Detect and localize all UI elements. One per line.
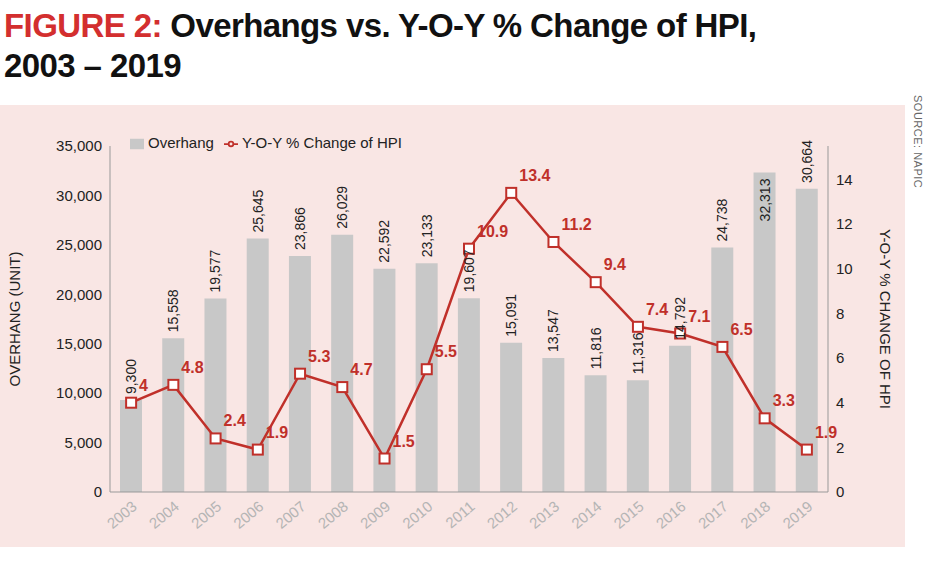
svg-text:2017: 2017 bbox=[695, 497, 731, 531]
html-text:Overhang: Overhang bbox=[148, 134, 214, 151]
html-text:FIGURE 2: Overhangs vs. Y-O-Y: FIGURE 2: Overhangs vs. Y-O-Y % Change o… bbox=[4, 7, 757, 84]
svg-text:9.4: 9.4 bbox=[604, 256, 626, 273]
svg-text:10: 10 bbox=[836, 260, 853, 277]
svg-text:OVERHANG (UNIT): OVERHANG (UNIT) bbox=[8, 251, 23, 386]
svg-text:2005: 2005 bbox=[188, 497, 224, 531]
svg-text:3.3: 3.3 bbox=[773, 392, 795, 409]
svg-text:25,000: 25,000 bbox=[56, 236, 102, 253]
svg-text:2: 2 bbox=[836, 439, 844, 456]
svg-text:6.5: 6.5 bbox=[730, 321, 752, 338]
svg-text:2010: 2010 bbox=[399, 497, 435, 531]
svg-text:4: 4 bbox=[139, 377, 148, 394]
svg-text:9,300: 9,300 bbox=[123, 359, 139, 394]
svg-text:22,592: 22,592 bbox=[376, 220, 392, 263]
svg-text:13,547: 13,547 bbox=[545, 309, 561, 352]
svg-text:14,792: 14,792 bbox=[672, 297, 688, 340]
svg-text:2015: 2015 bbox=[610, 497, 646, 531]
svg-text:20,000: 20,000 bbox=[56, 286, 102, 303]
svg-text:19,577: 19,577 bbox=[207, 249, 223, 292]
svg-text:24,738: 24,738 bbox=[714, 198, 730, 241]
svg-text:25,645: 25,645 bbox=[250, 189, 266, 232]
svg-text:26,029: 26,029 bbox=[334, 186, 350, 229]
svg-text:15,558: 15,558 bbox=[165, 289, 181, 332]
svg-text:2003: 2003 bbox=[103, 497, 139, 531]
svg-text:2016: 2016 bbox=[652, 497, 688, 531]
svg-text:11,316: 11,316 bbox=[630, 332, 646, 374]
svg-text:5.3: 5.3 bbox=[308, 348, 330, 365]
html-text:SOURCE: NAPIC: SOURCE: NAPIC bbox=[912, 95, 924, 189]
svg-text:0: 0 bbox=[94, 483, 102, 500]
svg-text:23,133: 23,133 bbox=[419, 214, 435, 257]
html-text:Y-O-Y % Change of HPI: Y-O-Y % Change of HPI bbox=[241, 134, 402, 151]
svg-text:6: 6 bbox=[836, 349, 844, 366]
svg-text:7.1: 7.1 bbox=[688, 308, 710, 325]
svg-text:2012: 2012 bbox=[484, 497, 520, 531]
svg-text:13.4: 13.4 bbox=[519, 167, 550, 184]
svg-text:8: 8 bbox=[836, 305, 844, 322]
svg-text:2.4: 2.4 bbox=[224, 412, 246, 429]
svg-text:2007: 2007 bbox=[272, 497, 308, 531]
svg-text:5.5: 5.5 bbox=[435, 343, 457, 360]
svg-text:15,091: 15,091 bbox=[503, 294, 519, 337]
svg-text:10.9: 10.9 bbox=[477, 223, 508, 240]
svg-text:10,000: 10,000 bbox=[56, 384, 102, 401]
svg-text:1.9: 1.9 bbox=[815, 424, 837, 441]
svg-text:7.4: 7.4 bbox=[646, 301, 668, 318]
svg-text:19,607: 19,607 bbox=[461, 249, 477, 292]
svg-text:2006: 2006 bbox=[230, 497, 266, 531]
svg-text:4: 4 bbox=[836, 394, 844, 411]
svg-text:30,664: 30,664 bbox=[799, 140, 815, 183]
svg-text:23,866: 23,866 bbox=[292, 207, 308, 250]
svg-text:2018: 2018 bbox=[737, 497, 773, 531]
svg-text:2013: 2013 bbox=[526, 497, 562, 531]
svg-text:2004: 2004 bbox=[146, 497, 182, 531]
svg-text:2019: 2019 bbox=[779, 497, 815, 531]
svg-text:35,000: 35,000 bbox=[56, 137, 102, 154]
svg-text:2008: 2008 bbox=[315, 497, 351, 531]
svg-text:15,000: 15,000 bbox=[56, 335, 102, 352]
svg-text:1.9: 1.9 bbox=[266, 424, 288, 441]
svg-text:11,816: 11,816 bbox=[588, 327, 604, 369]
svg-text:1.5: 1.5 bbox=[393, 433, 415, 450]
svg-text:2014: 2014 bbox=[568, 497, 604, 531]
svg-text:30,000: 30,000 bbox=[56, 187, 102, 204]
svg-text:32,313: 32,313 bbox=[757, 178, 773, 221]
svg-text:12: 12 bbox=[836, 215, 853, 232]
svg-text:2011: 2011 bbox=[442, 497, 478, 531]
svg-text:4.7: 4.7 bbox=[350, 361, 372, 378]
svg-text:4.8: 4.8 bbox=[181, 359, 203, 376]
svg-text:2009: 2009 bbox=[357, 497, 393, 531]
svg-text:Y-O-Y % CHANGE OF HPI: Y-O-Y % CHANGE OF HPI bbox=[877, 229, 894, 409]
svg-text:5,000: 5,000 bbox=[64, 434, 102, 451]
svg-text:0: 0 bbox=[836, 483, 844, 500]
svg-text:14: 14 bbox=[836, 171, 853, 188]
svg-text:11.2: 11.2 bbox=[561, 216, 591, 233]
